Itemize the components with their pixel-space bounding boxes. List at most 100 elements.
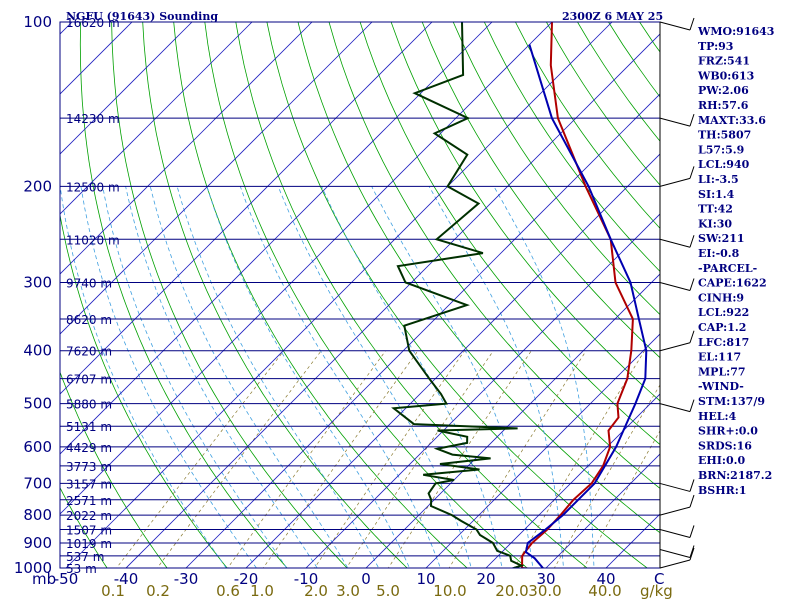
height-level-label: 1507 m (66, 523, 112, 537)
height-level-label: 7620 m (66, 345, 112, 359)
mixing-ratio-line (227, 350, 386, 568)
wind-barb-staff (659, 117, 691, 127)
moist-adiabat (149, 186, 349, 568)
wind-barb-flag (689, 399, 695, 412)
moist-adiabat (80, 186, 257, 568)
isotherm (365, 273, 660, 568)
dry-adiabat (142, 22, 408, 568)
index-line: FRZ:541 (698, 55, 750, 68)
mixing-ratio-line (387, 350, 532, 568)
temperature-tick-label: 0 (361, 570, 371, 588)
isotherm (185, 93, 660, 568)
mixing-ratio-line (513, 350, 645, 568)
dry-adiabat (235, 22, 588, 568)
mixing-ratio-line (314, 350, 465, 568)
index-line: CAPE:1622 (698, 277, 767, 290)
temperature-tick-label: 40 (596, 570, 615, 588)
height-level-label: 3157 m (66, 477, 112, 491)
wind-barb (659, 525, 695, 538)
index-line: LCL:940 (698, 158, 750, 171)
index-line: MAXT:33.6 (698, 114, 766, 127)
dry-adiabat (204, 22, 528, 568)
temperature-tick-label: -30 (174, 570, 199, 588)
isotherm (60, 22, 553, 515)
height-level-label: 14230 m (66, 112, 120, 126)
wind-barb-staff (659, 559, 691, 569)
index-line: EL:117 (698, 351, 741, 364)
dry-adiabat (297, 22, 660, 534)
index-line: SI:1.4 (698, 188, 735, 201)
wind-barb (659, 113, 695, 127)
wind-barb (659, 17, 695, 31)
dry-adiabat (173, 22, 468, 568)
index-line: LFC:817 (698, 336, 749, 349)
pressure-tick-label: 500 (23, 395, 52, 413)
wind-barb-staff (659, 177, 691, 187)
isotherm (60, 22, 493, 455)
dry-adiabat (764, 22, 800, 580)
mixing-ratio-tick-label: 20.0 (495, 582, 528, 600)
index-line: WB0:613 (697, 69, 754, 82)
chart-grid (60, 22, 800, 580)
index-line: -PARCEL- (698, 262, 757, 275)
wind-barb-staff (659, 549, 691, 558)
dry-adiabat (577, 22, 660, 142)
isotherm (60, 22, 433, 395)
index-line: TT:42 (698, 203, 733, 216)
index-line: LI:-3.5 (698, 173, 739, 186)
wind-barb-staff (659, 403, 691, 413)
wind-barb (659, 330, 695, 352)
moist-adiabat (102, 186, 288, 568)
pressure-tick-label: 100 (23, 13, 52, 31)
index-line: WMO:91643 (697, 25, 774, 38)
height-level-label: 4429 m (66, 441, 112, 455)
dry-adiabat (111, 22, 348, 568)
wind-barb (659, 545, 695, 558)
dry-adiabat (483, 22, 660, 272)
index-line: BSHR:1 (698, 484, 747, 497)
wind-barb-staff (659, 282, 691, 291)
temperature-tick-label: -10 (294, 570, 319, 588)
dry-adiabat (60, 371, 168, 568)
height-level-label: 6707 m (66, 373, 112, 387)
wind-barb (659, 235, 695, 248)
temperature-tick-label: -20 (234, 570, 259, 588)
index-line: TP:93 (698, 40, 733, 53)
index-line: PW:2.06 (698, 84, 749, 97)
wind-barb-staff (659, 528, 691, 538)
sounding-traces (391, 22, 648, 568)
plot-frame (59, 21, 661, 569)
temperature-trace (520, 22, 634, 568)
height-level-label: 9740 m (66, 277, 112, 291)
dry-adiabat (359, 22, 660, 446)
wind-profile (659, 17, 695, 569)
height-level-label: 2022 m (66, 509, 112, 523)
dry-adiabat (546, 22, 660, 186)
temperature-tick-label: 30 (536, 570, 555, 588)
dry-adiabat (60, 486, 108, 568)
height-level-label: 5131 m (66, 420, 112, 434)
index-line: SRDS:16 (698, 439, 752, 452)
height-level-label: 1019 m (66, 537, 112, 551)
wind-barb-flag (689, 235, 695, 248)
isotherm (245, 153, 660, 568)
isotherm (125, 33, 660, 568)
isotherm (425, 333, 660, 568)
mixing-ratio-tick-label: 0.6 (216, 582, 240, 600)
moist-adiabat (125, 186, 318, 568)
wind-barb-flag (689, 525, 695, 538)
height-level-label: 53 m (66, 562, 97, 576)
wind-barb (659, 399, 695, 413)
isotherm (60, 22, 253, 215)
temperature-tick-label: 10 (416, 570, 435, 588)
wind-barb-flag (689, 494, 695, 508)
index-line: CAP:1.2 (698, 321, 746, 334)
mixing-ratio-tick-label: 1.0 (250, 582, 274, 600)
moist-adiabat (176, 186, 380, 568)
wind-barb-flag (689, 330, 695, 343)
wind-barb-staff (659, 506, 691, 516)
height-level-label: 5880 m (66, 398, 112, 412)
moist-adiabat (239, 186, 441, 568)
